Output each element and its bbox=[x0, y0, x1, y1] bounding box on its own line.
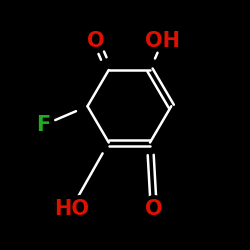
Text: F: F bbox=[36, 113, 52, 137]
Text: OH: OH bbox=[145, 29, 185, 53]
Text: HO: HO bbox=[51, 199, 91, 223]
Text: F: F bbox=[38, 113, 54, 137]
Text: O: O bbox=[145, 199, 162, 219]
Text: HO: HO bbox=[49, 197, 89, 221]
Text: F: F bbox=[36, 116, 52, 140]
Text: O: O bbox=[141, 197, 161, 221]
Text: F: F bbox=[33, 113, 49, 137]
Text: OH: OH bbox=[142, 29, 182, 53]
Text: HO: HO bbox=[54, 197, 94, 221]
Text: F: F bbox=[36, 115, 51, 135]
Text: OH: OH bbox=[142, 27, 182, 51]
Text: OH: OH bbox=[142, 32, 182, 56]
Text: O: O bbox=[86, 27, 106, 51]
Text: O: O bbox=[144, 194, 164, 218]
Text: O: O bbox=[89, 29, 109, 53]
Text: O: O bbox=[88, 31, 105, 51]
Text: HO: HO bbox=[51, 194, 91, 218]
Text: F: F bbox=[36, 110, 52, 134]
Text: O: O bbox=[86, 29, 106, 53]
Text: O: O bbox=[144, 197, 164, 221]
Text: HO: HO bbox=[54, 199, 89, 219]
Text: O: O bbox=[84, 29, 104, 53]
Text: HO: HO bbox=[51, 197, 91, 221]
Text: O: O bbox=[146, 197, 166, 221]
Text: O: O bbox=[86, 32, 106, 56]
Text: O: O bbox=[144, 199, 164, 223]
Text: OH: OH bbox=[140, 29, 180, 53]
Text: OH: OH bbox=[145, 31, 180, 51]
